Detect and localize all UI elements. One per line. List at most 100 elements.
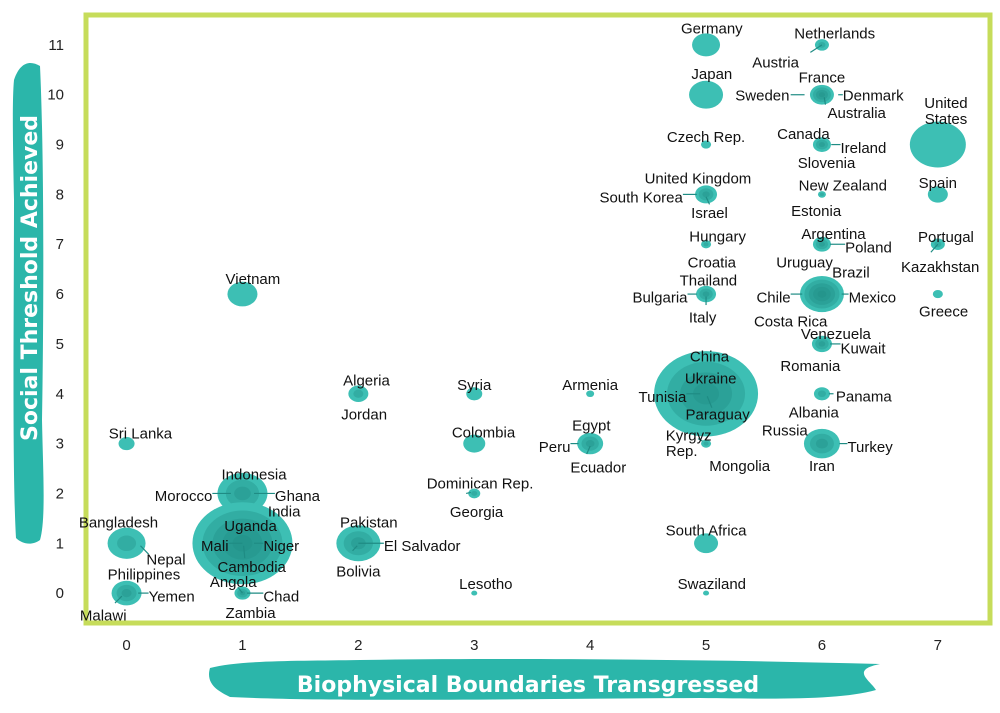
country-label: Portugal [918,229,974,246]
y-tick-label: 11 [48,37,64,54]
y-tick-label: 5 [56,336,64,353]
bubble-overlap [815,139,828,150]
bubble [696,285,717,303]
bubble-overlap [818,142,825,148]
leader-line [237,586,243,594]
bubble-overlap [813,286,831,302]
country-label: Tunisia [639,389,687,406]
bubble-overlap [353,389,364,398]
bubble-overlap [818,341,826,347]
country-label: Syria [457,377,492,394]
country-label: Hungary [689,228,746,245]
y-ticks: 0 1 2 3 4 5 6 7 8 9 10 11 [47,37,64,602]
country-label: Brazil [832,265,870,282]
bubble [692,33,721,57]
bubble-overlap [693,383,720,405]
bubble-overlap [225,479,260,508]
country-label: Indonesia [222,466,288,483]
country-label: Poland [845,240,892,257]
country-label: Panama [836,389,893,406]
leader-lines [114,44,939,604]
x-tick-label: 5 [702,637,710,654]
x-tick-label: 4 [586,637,594,654]
country-label: Morocco [155,488,213,505]
leader-line [140,545,150,555]
country-label: Croatia [688,255,737,272]
bubble-overlap [817,290,827,298]
bubble [812,137,831,152]
y-tick-label: 0 [56,585,64,602]
country-label: Ecuador [570,460,626,477]
bubble-overlap [117,535,137,552]
bubble [909,121,966,168]
country-label: New Zealand [799,177,887,194]
x-axis-banner: Biophysical Boundaries Transgressed [209,659,881,700]
bubble-overlap [234,486,251,501]
x-tick-label: 7 [934,637,942,654]
bubble [811,335,832,353]
country-label: Chile [756,290,790,307]
bubble-overlap [698,188,714,201]
bubble [695,185,718,204]
bubble-overlap [815,239,828,250]
country-label: Dominican Rep. [427,475,534,492]
country-label: Canada [777,126,830,143]
bubble [813,387,830,401]
bubble [703,590,710,596]
country-label: India [268,503,301,520]
bubble-overlap [222,526,263,560]
country-label: Yemen [149,589,195,606]
country-label: Sweden [735,88,789,105]
bubble-overlap [817,390,826,398]
bubble [927,186,948,203]
y-tick-label: 4 [56,386,64,403]
y-tick-label: 9 [56,137,64,154]
bubble-overlap [351,537,366,550]
country-label: Angola [210,574,257,591]
country-label: Rep. [666,443,698,460]
leader-line [810,44,823,53]
country-label: Kazakhstan [901,259,979,276]
country-label: United [924,95,967,112]
leader-line [586,445,591,455]
bubble [701,140,712,149]
bubble [463,434,486,453]
bubble-overlap [703,242,709,247]
bubble [689,80,724,109]
leader-line [705,196,711,205]
bubble-overlap [703,441,709,446]
y-tick-label: 3 [56,436,64,453]
country-label: Spain [919,175,957,192]
bubble-overlap [212,518,273,568]
bubble-overlap [815,438,828,449]
country-label: Bulgaria [632,290,688,307]
country-label: Israel [691,205,728,222]
country-label: Argentina [801,226,866,243]
bubble-overlap [818,92,825,98]
country-label: Italy [689,310,717,327]
country-label: Chad [263,589,299,606]
bubble-overlap [237,588,248,598]
bubble-overlap [815,89,828,100]
bubble [803,428,840,459]
bubble [466,387,483,401]
country-label: Cambodia [218,559,287,576]
country-label: South Africa [666,522,748,539]
leader-line [706,396,713,408]
leader-line [466,491,471,495]
bubble [701,439,712,448]
country-label: Venezuela [801,326,872,343]
country-label: Jordan [341,407,387,424]
country-label: Algeria [343,372,390,389]
country-label: Austria [752,54,799,71]
country-label: Czech Rep. [667,129,745,146]
leader-line [352,545,358,552]
x-tick-label: 3 [470,637,478,654]
bubble-overlap [699,288,713,300]
country-label: Iran [809,458,835,475]
bubble-overlap [121,588,132,598]
country-label: Denmark [843,88,904,105]
bubble-overlap [815,338,829,350]
country-label: Swaziland [678,576,746,593]
